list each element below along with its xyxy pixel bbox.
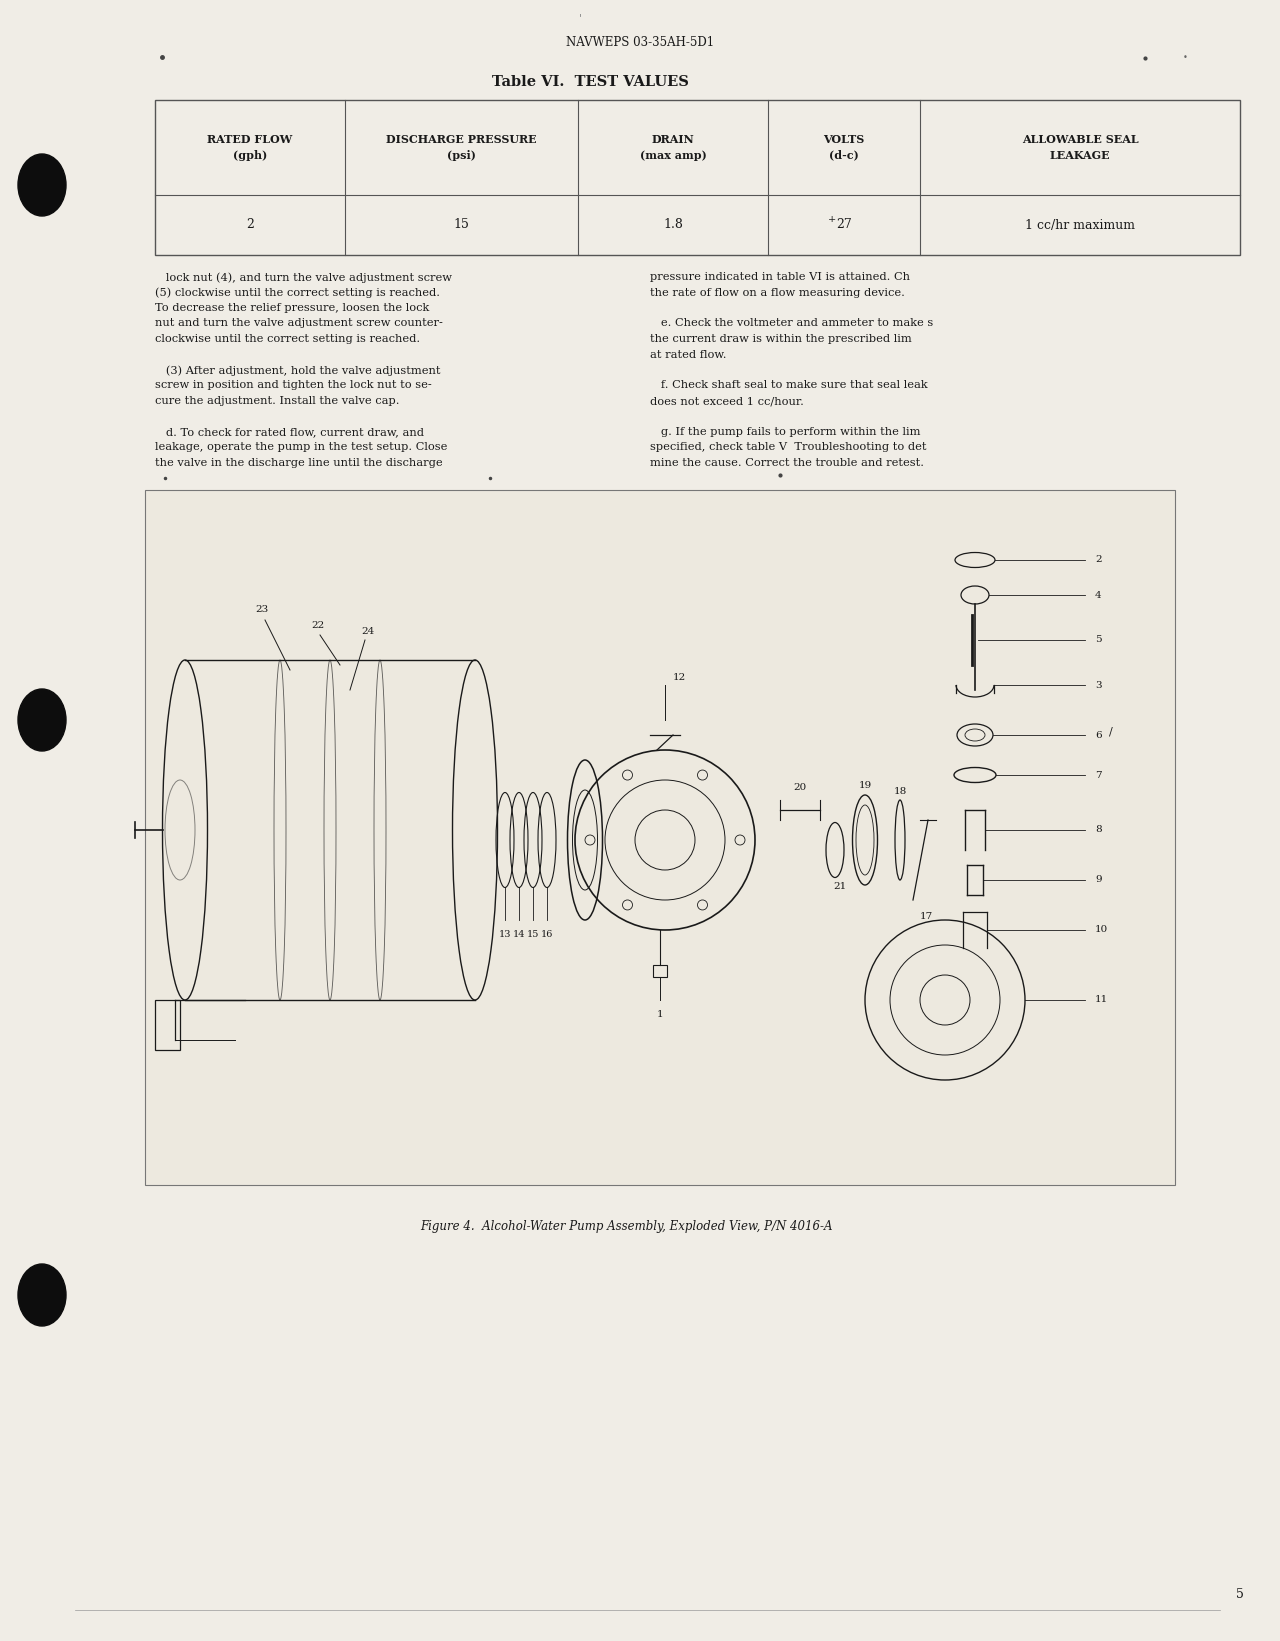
Text: 10: 10	[1094, 926, 1108, 934]
Text: To decrease the relief pressure, loosen the lock: To decrease the relief pressure, loosen …	[155, 304, 429, 313]
Text: leakage, operate the pump in the test setup. Close: leakage, operate the pump in the test se…	[155, 443, 448, 453]
Text: 16: 16	[541, 930, 553, 939]
Text: Figure 4.  Alcohol-Water Pump Assembly, Exploded View, P/N 4016-A: Figure 4. Alcohol-Water Pump Assembly, E…	[420, 1219, 832, 1232]
Text: screw in position and tighten the lock nut to se-: screw in position and tighten the lock n…	[155, 381, 431, 391]
Text: mine the cause. Correct the trouble and retest.: mine the cause. Correct the trouble and …	[650, 458, 924, 468]
Text: (3) After adjustment, hold the valve adjustment: (3) After adjustment, hold the valve adj…	[155, 364, 440, 376]
Text: (5) clockwise until the correct setting is reached.: (5) clockwise until the correct setting …	[155, 287, 440, 299]
Text: 5: 5	[1094, 635, 1102, 645]
Text: 19: 19	[859, 781, 872, 789]
Text: 1: 1	[657, 1009, 663, 1019]
Text: •: •	[1183, 54, 1188, 62]
Text: DISCHARGE PRESSURE
(psi): DISCHARGE PRESSURE (psi)	[387, 135, 536, 161]
Text: 3: 3	[1094, 681, 1102, 689]
Text: lock nut (4), and turn the valve adjustment screw: lock nut (4), and turn the valve adjustm…	[155, 272, 452, 282]
Text: the valve in the discharge line until the discharge: the valve in the discharge line until th…	[155, 458, 443, 468]
Text: 2: 2	[1094, 556, 1102, 565]
Text: clockwise until the correct setting is reached.: clockwise until the correct setting is r…	[155, 335, 420, 345]
Text: f. Check shaft seal to make sure that seal leak: f. Check shaft seal to make sure that se…	[650, 381, 928, 391]
Text: +: +	[828, 215, 836, 225]
Text: ALLOWABLE SEAL
LEAKAGE: ALLOWABLE SEAL LEAKAGE	[1021, 135, 1138, 161]
Text: at rated flow.: at rated flow.	[650, 350, 727, 359]
Text: VOLTS
(d-c): VOLTS (d-c)	[823, 135, 864, 161]
Text: 18: 18	[893, 788, 906, 796]
Text: e. Check the voltmeter and ammeter to make s: e. Check the voltmeter and ammeter to ma…	[650, 318, 933, 328]
Text: d. To check for rated flow, current draw, and: d. To check for rated flow, current draw…	[155, 427, 424, 437]
Text: 24: 24	[361, 627, 375, 637]
Ellipse shape	[18, 154, 67, 217]
Text: ': '	[579, 13, 581, 23]
Text: 7: 7	[1094, 771, 1102, 779]
Text: DRAIN
(max amp): DRAIN (max amp)	[640, 135, 707, 161]
Text: 14: 14	[513, 930, 525, 939]
Text: 27: 27	[836, 218, 852, 231]
Text: the current draw is within the prescribed lim: the current draw is within the prescribe…	[650, 335, 911, 345]
Text: 8: 8	[1094, 825, 1102, 835]
Text: does not exceed 1 cc/hour.: does not exceed 1 cc/hour.	[650, 395, 804, 405]
Text: 6: 6	[1094, 730, 1102, 740]
Bar	[653, 965, 667, 976]
Bar	[145, 491, 1175, 1185]
Text: 12: 12	[673, 673, 686, 683]
Text: 15: 15	[453, 218, 470, 231]
Text: 22: 22	[311, 620, 325, 630]
Text: the rate of flow on a flow measuring device.: the rate of flow on a flow measuring dev…	[650, 287, 905, 297]
Text: 21: 21	[833, 881, 846, 891]
Text: RATED FLOW
(gph): RATED FLOW (gph)	[207, 135, 293, 161]
Text: pressure indicated in table VI is attained. Ch: pressure indicated in table VI is attain…	[650, 272, 910, 282]
Text: 1 cc/hr maximum: 1 cc/hr maximum	[1025, 218, 1135, 231]
Text: /: /	[1108, 725, 1112, 737]
Text: 20: 20	[794, 783, 806, 793]
Text: 17: 17	[919, 912, 933, 921]
Text: specified, check table V  Troubleshooting to det: specified, check table V Troubleshooting…	[650, 443, 927, 453]
Text: 4: 4	[1094, 591, 1102, 599]
Text: 5: 5	[1236, 1588, 1244, 1602]
Text: 15: 15	[527, 930, 539, 939]
Ellipse shape	[18, 689, 67, 752]
Text: nut and turn the valve adjustment screw counter-: nut and turn the valve adjustment screw …	[155, 318, 443, 328]
Bar	[155, 100, 1240, 254]
Text: g. If the pump fails to perform within the lim: g. If the pump fails to perform within t…	[650, 427, 920, 437]
Text: 2: 2	[246, 218, 253, 231]
Text: 9: 9	[1094, 876, 1102, 884]
Ellipse shape	[18, 1264, 67, 1326]
Text: 13: 13	[499, 930, 511, 939]
Text: 1.8: 1.8	[663, 218, 684, 231]
Text: cure the adjustment. Install the valve cap.: cure the adjustment. Install the valve c…	[155, 395, 399, 405]
Text: 23: 23	[256, 606, 269, 614]
Text: Table VI.  TEST VALUES: Table VI. TEST VALUES	[492, 75, 689, 89]
Text: NAVWEPS 03-35AH-5D1: NAVWEPS 03-35AH-5D1	[566, 36, 714, 49]
Bar	[155, 999, 180, 1050]
Text: 11: 11	[1094, 996, 1108, 1004]
